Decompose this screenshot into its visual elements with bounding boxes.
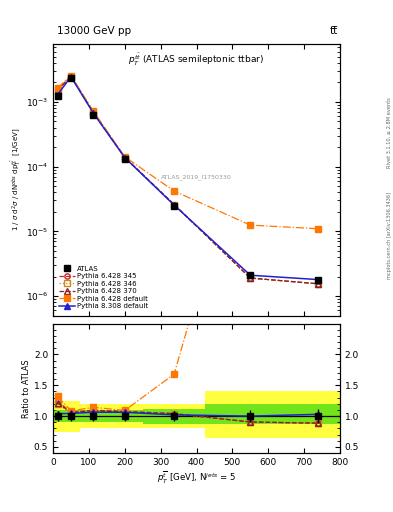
Text: Rivet 3.1.10, ≥ 2.8M events: Rivet 3.1.10, ≥ 2.8M events — [387, 98, 392, 168]
Text: ATLAS_2019_I1750330: ATLAS_2019_I1750330 — [161, 174, 232, 180]
Text: mcplots.cern.ch [arXiv:1306.3436]: mcplots.cern.ch [arXiv:1306.3436] — [387, 192, 392, 279]
Text: $p_T^{t\bar{t}}$ (ATLAS semileptonic ttbar): $p_T^{t\bar{t}}$ (ATLAS semileptonic ttb… — [129, 52, 264, 68]
Text: tt̅: tt̅ — [330, 26, 338, 36]
Y-axis label: Ratio to ATLAS: Ratio to ATLAS — [22, 359, 31, 418]
X-axis label: $p^{\overline{t}}_{T}$ [GeV], N$^{jets}$ = 5: $p^{\overline{t}}_{T}$ [GeV], N$^{jets}$… — [157, 470, 236, 486]
Legend: ATLAS, Pythia 6.428 345, Pythia 6.428 346, Pythia 6.428 370, Pythia 6.428 defaul: ATLAS, Pythia 6.428 345, Pythia 6.428 34… — [57, 264, 151, 311]
Y-axis label: 1 / $\sigma$ d$^2$$\sigma$ / dN$^{obs}$ dp$^{t\bar{t}}_{T}$  [1/GeV]: 1 / $\sigma$ d$^2$$\sigma$ / dN$^{obs}$ … — [10, 128, 24, 231]
Text: 13000 GeV pp: 13000 GeV pp — [57, 26, 131, 36]
